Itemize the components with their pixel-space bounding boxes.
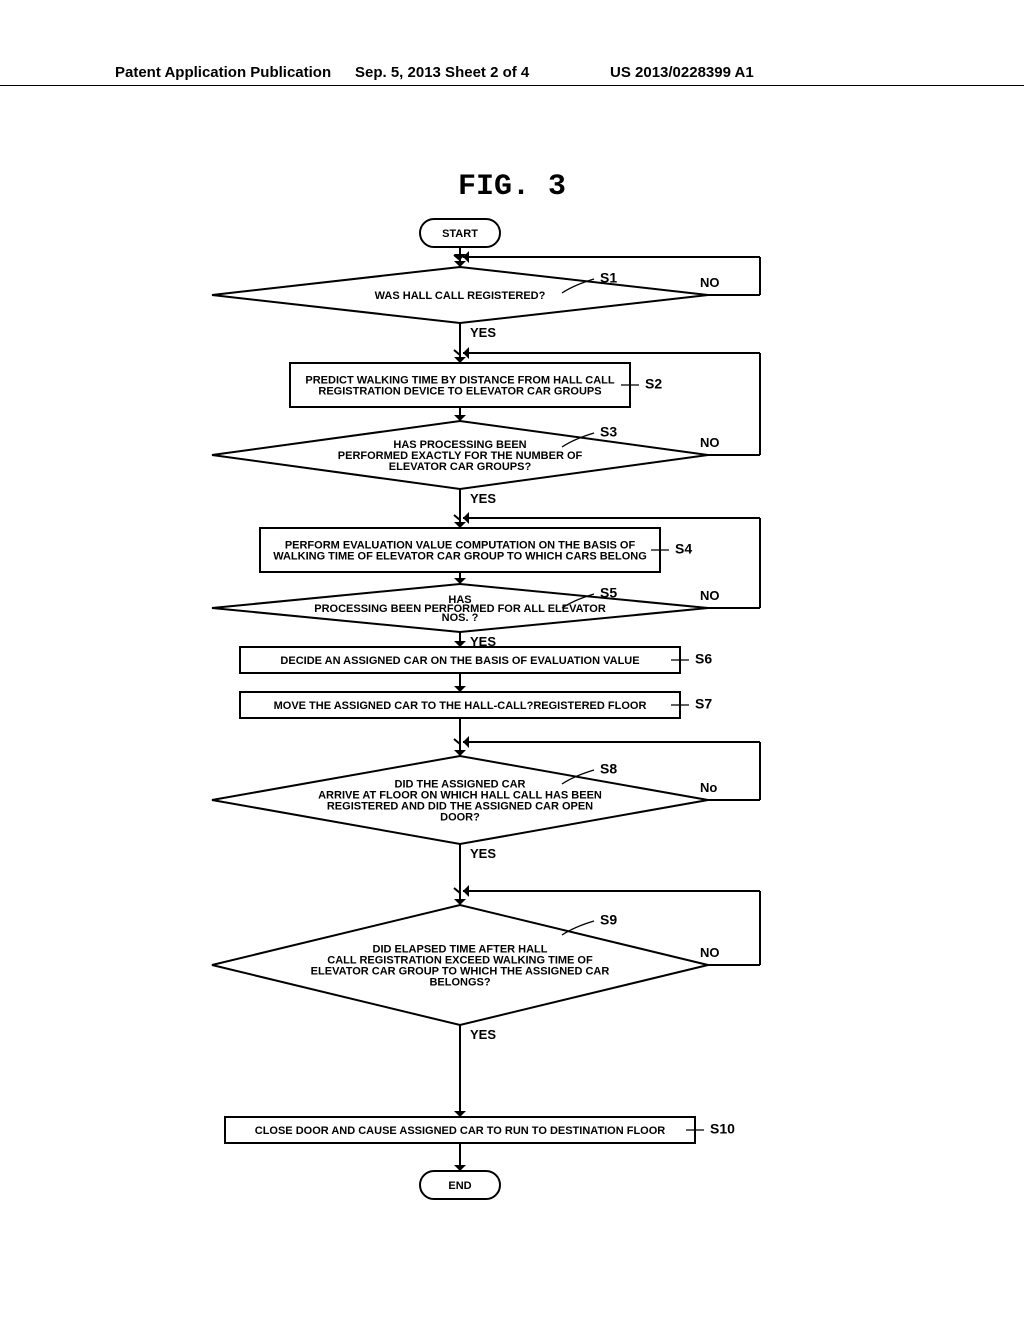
svg-text:S4: S4 xyxy=(675,541,692,557)
svg-text:START: START xyxy=(442,228,478,240)
svg-text:YES: YES xyxy=(470,325,496,340)
svg-text:WAS HALL CALL REGISTERED?: WAS HALL CALL REGISTERED? xyxy=(375,290,546,302)
svg-text:S10: S10 xyxy=(710,1121,735,1137)
svg-text:No: No xyxy=(700,780,717,795)
svg-text:S1: S1 xyxy=(600,270,617,286)
svg-text:WALKING TIME OF ELEVATOR CAR G: WALKING TIME OF ELEVATOR CAR GROUP TO WH… xyxy=(273,550,647,562)
svg-text:YES: YES xyxy=(470,846,496,861)
svg-text:S9: S9 xyxy=(600,912,617,928)
flowchart: STARTWAS HALL CALL REGISTERED?S1YESNOPRE… xyxy=(200,215,840,1215)
svg-text:S5: S5 xyxy=(600,585,617,601)
svg-text:BELONGS?: BELONGS? xyxy=(429,976,490,988)
svg-text:REGISTRATION DEVICE TO ELEVATO: REGISTRATION DEVICE TO ELEVATOR CAR GROU… xyxy=(318,385,601,397)
svg-text:ELEVATOR CAR GROUPS?: ELEVATOR CAR GROUPS? xyxy=(389,461,532,473)
svg-text:DOOR?: DOOR? xyxy=(440,811,480,823)
svg-text:NO: NO xyxy=(700,435,720,450)
svg-text:YES: YES xyxy=(470,1027,496,1042)
svg-text:DECIDE AN ASSIGNED CAR ON THE: DECIDE AN ASSIGNED CAR ON THE BASIS OF E… xyxy=(280,655,639,667)
svg-text:NO: NO xyxy=(700,275,720,290)
svg-text:NO: NO xyxy=(700,588,720,603)
svg-text:S6: S6 xyxy=(695,651,712,667)
svg-text:CLOSE DOOR AND CAUSE ASSIGNED: CLOSE DOOR AND CAUSE ASSIGNED CAR TO RUN… xyxy=(255,1125,666,1137)
svg-text:S3: S3 xyxy=(600,424,617,440)
svg-text:END: END xyxy=(448,1180,471,1192)
svg-text:NO: NO xyxy=(700,945,720,960)
svg-text:MOVE THE ASSIGNED CAR TO THE H: MOVE THE ASSIGNED CAR TO THE HALL-CALL?R… xyxy=(274,700,647,712)
header-left: Patent Application Publication xyxy=(115,64,331,81)
svg-text:NOS. ?: NOS. ? xyxy=(442,612,479,624)
header-right: US 2013/0228399 A1 xyxy=(610,64,754,81)
svg-text:S7: S7 xyxy=(695,696,712,712)
svg-text:S8: S8 xyxy=(600,761,617,777)
figure-title: FIG. 3 xyxy=(0,170,1024,204)
svg-text:YES: YES xyxy=(470,491,496,506)
svg-text:S2: S2 xyxy=(645,376,662,392)
page: Patent Application Publication Sep. 5, 2… xyxy=(0,0,1024,1320)
header-rule: Patent Application Publication Sep. 5, 2… xyxy=(0,85,1024,86)
header-mid: Sep. 5, 2013 Sheet 2 of 4 xyxy=(355,64,529,81)
